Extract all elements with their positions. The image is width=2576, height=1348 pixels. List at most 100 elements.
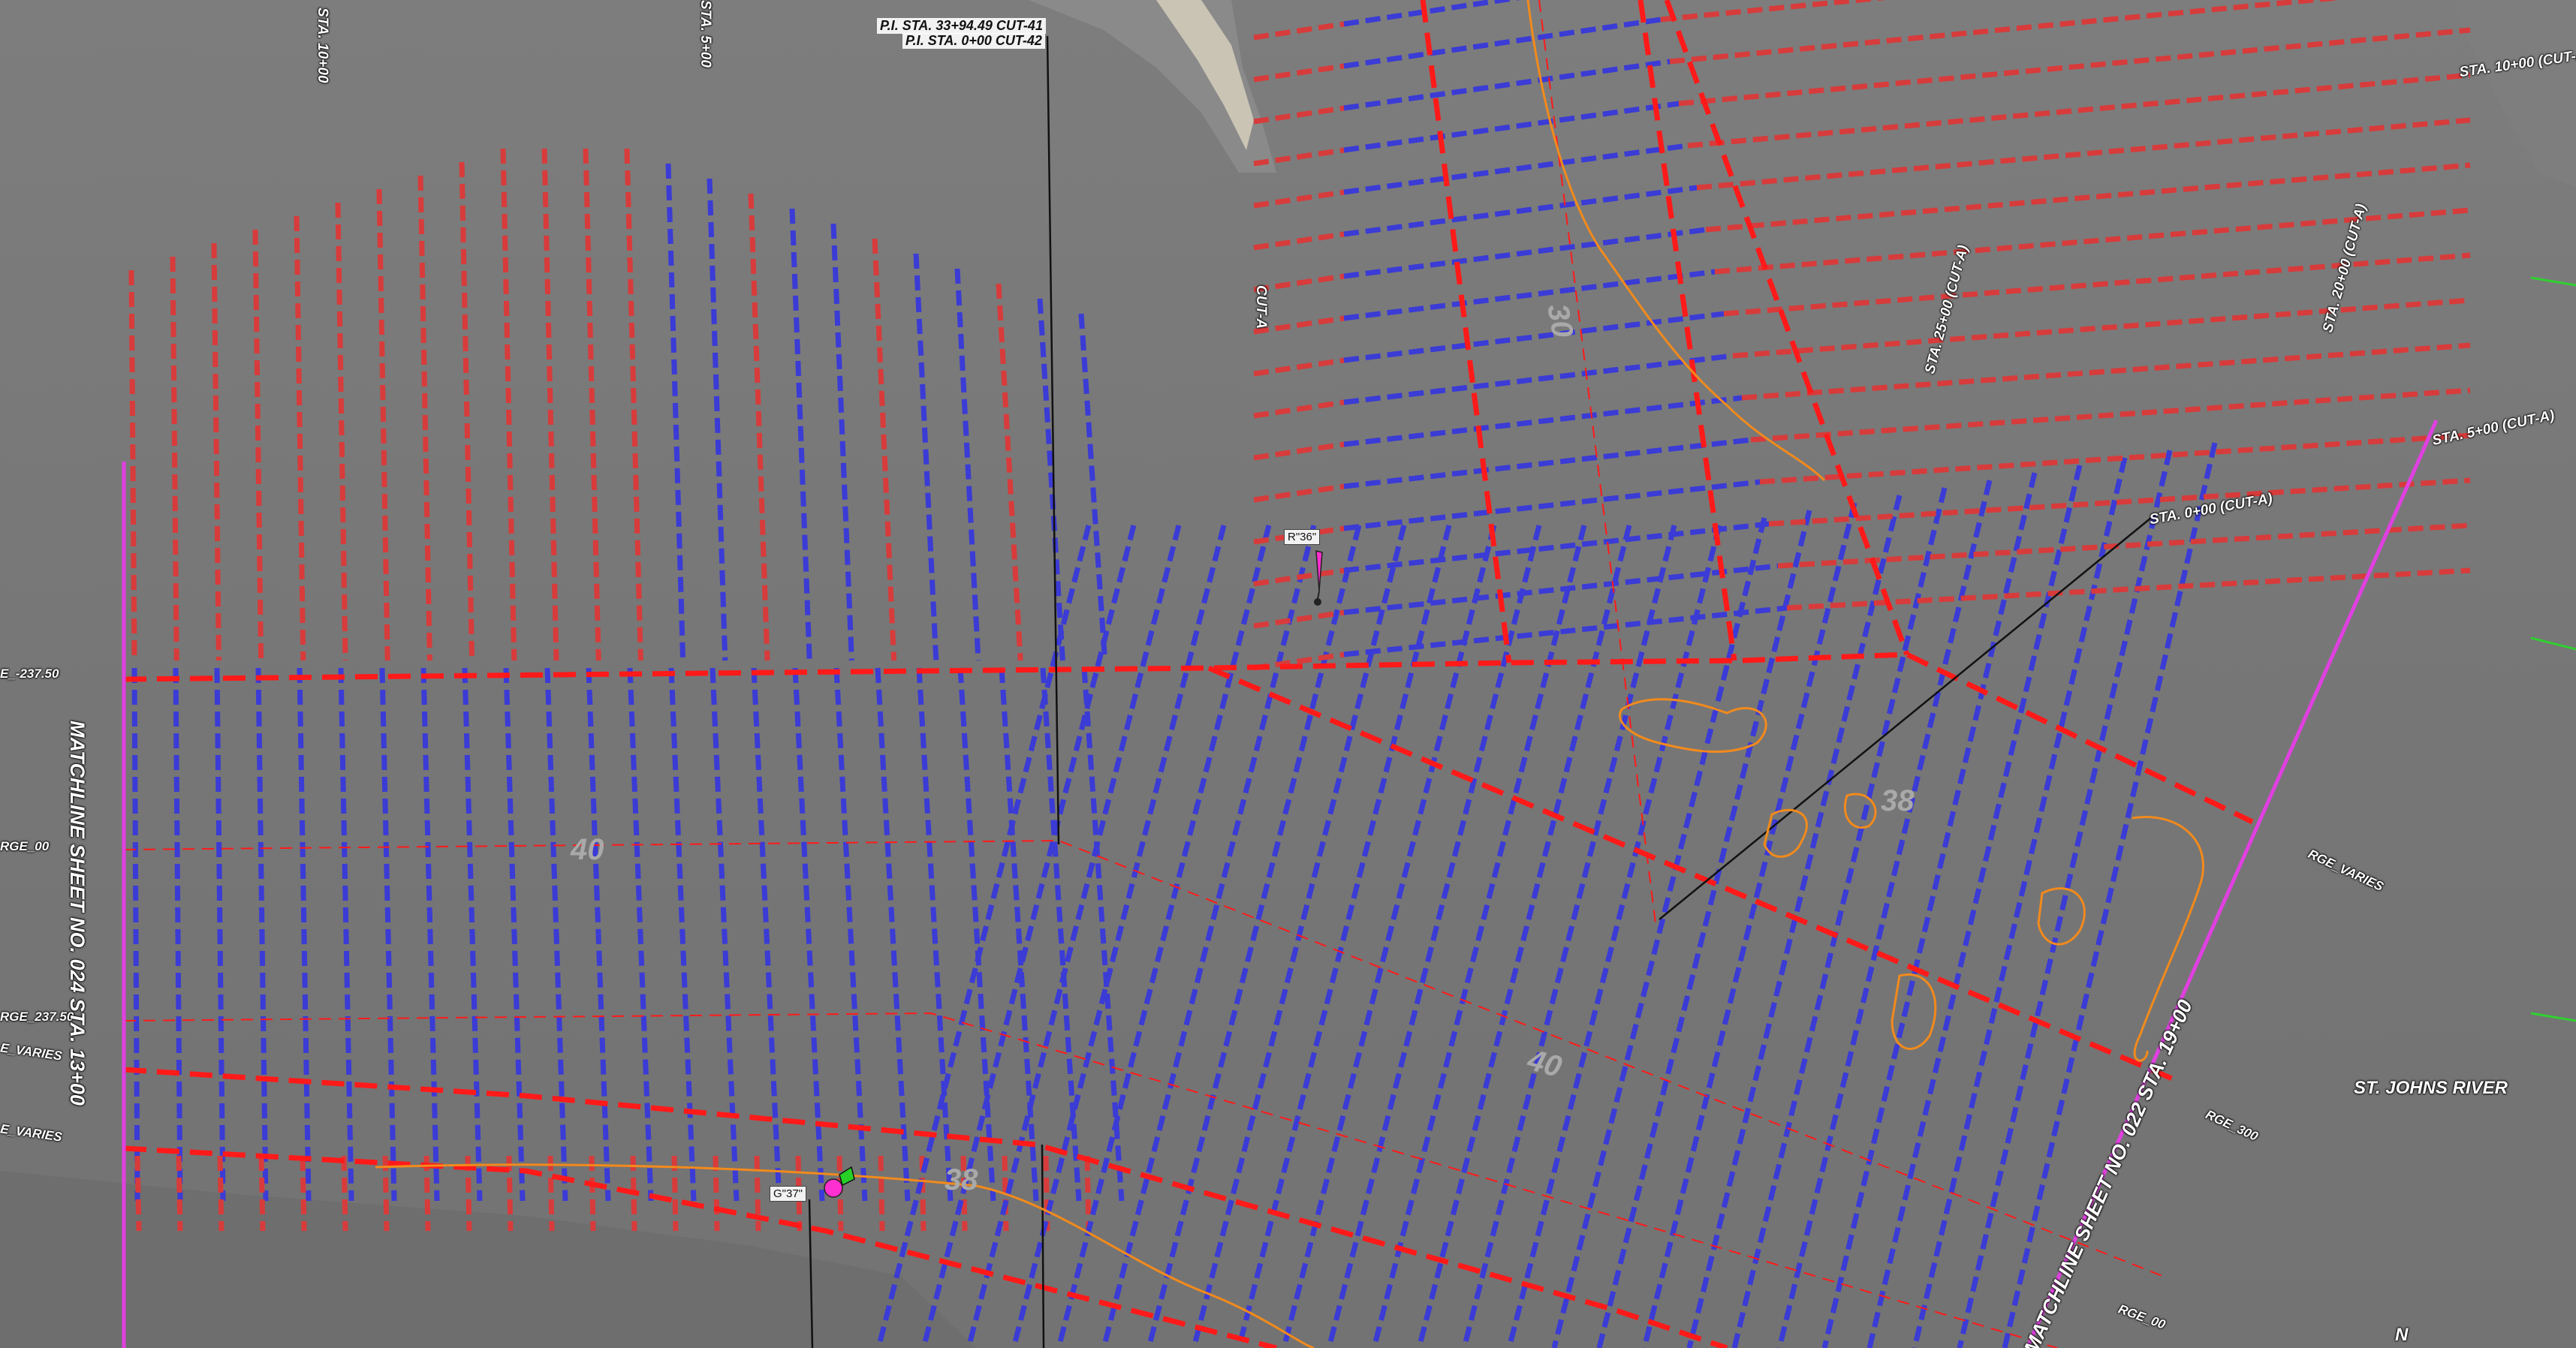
sounding-column-diagonal (1596, 510, 1812, 1348)
sounding-column-diagonal (1551, 517, 1767, 1348)
sounding-row-cut (1343, 0, 1521, 27)
buoy-g37-icon[interactable] (818, 1160, 863, 1205)
sounding-column-south (630, 1155, 637, 1232)
sounding-row-cut (1343, 269, 1716, 321)
centerline-south (123, 1012, 2058, 1348)
sounding-column-north (954, 268, 981, 661)
sounding-column-south (589, 1155, 596, 1232)
sounding-column-south (795, 1155, 803, 1232)
sounding-row-cut (1343, 101, 1680, 153)
sounding-row-cut (1343, 59, 1671, 111)
sounding-row-west (1253, 273, 1345, 293)
sounding-row-east (1786, 567, 2471, 611)
sounding-column-channel (462, 667, 483, 1202)
sounding-column-channel (379, 667, 397, 1202)
sounding-row-cut (1343, 143, 1689, 195)
sounding-column-north (1078, 313, 1108, 661)
sounding-row-west (1253, 483, 1345, 503)
sounding-column-channel (1081, 667, 1125, 1202)
sounding-row-east (1660, 0, 1887, 23)
sounding-row-cut (1343, 311, 1725, 363)
shoal-blob-4 (2037, 887, 2086, 946)
pi-label-2: P.I. STA. 0+00 CUT-42 (902, 33, 1045, 49)
sounding-column-south (134, 1155, 142, 1232)
sounding-column-north (624, 148, 643, 661)
sounding-column-north (294, 215, 306, 661)
sounding-column-diagonal (920, 525, 1137, 1348)
sounding-row-west (1253, 651, 1345, 671)
sounding-column-diagonal (1686, 495, 1903, 1348)
channel-limit-south-1 (123, 1067, 1728, 1348)
sounding-column-north (335, 202, 348, 661)
sounding-column-north (913, 253, 939, 661)
sounding-row-west (1253, 315, 1345, 335)
river-label: ST. JOHNS RIVER (2354, 1078, 2508, 1098)
sounding-column-north (996, 283, 1023, 661)
range-00-left: RGE_00 (0, 839, 50, 853)
sounding-column-north (376, 188, 390, 661)
sounding-column-south (547, 1155, 555, 1232)
sounding-column-channel (214, 667, 226, 1202)
sounding-column-channel (131, 667, 140, 1202)
shoal-blob-2 (1763, 808, 1808, 858)
edge-ticks (2531, 276, 2576, 1022)
sounding-column-south (836, 1155, 844, 1232)
sounding-column-north (541, 148, 559, 661)
sounding-column-channel (999, 667, 1039, 1202)
south-shore (0, 1171, 976, 1348)
contour-label-38-south: 38 (945, 1163, 978, 1196)
buoy-r36-label: R"36" (1284, 529, 1321, 545)
sounding-row-east (1687, 72, 2471, 149)
sounding-row-east (1723, 252, 2471, 317)
pi-label-1: P.I. STA. 33+94.49 CUT-41 (877, 18, 1046, 34)
sounding-column-south (341, 1155, 348, 1232)
sounding-row-east (1759, 432, 2471, 485)
sounding-column-diagonal (1957, 450, 2173, 1348)
shoal-contour-north (1526, 0, 1826, 482)
sounding-column-channel (1040, 667, 1082, 1202)
sounding-row-east (1714, 207, 2471, 275)
sounding-column-diagonal (966, 525, 1182, 1348)
sounding-column-channel (875, 667, 911, 1202)
sounding-row-west (1253, 189, 1345, 209)
channel-limit-south-2 (123, 1145, 1277, 1348)
sounding-column-north (170, 256, 179, 661)
sounding-row-west (1253, 357, 1345, 377)
cut-a-center-edge (1637, 0, 1737, 661)
sounding-column-north (252, 229, 264, 661)
sounding-column-diagonal (1776, 480, 1993, 1348)
sounding-row-east (1768, 477, 2471, 527)
sounding-column-channel (173, 667, 183, 1202)
buoy-r36-icon[interactable] (1303, 548, 1333, 615)
beach-sand (1156, 0, 1254, 150)
sounding-row-cut (1343, 521, 1770, 573)
sounding-column-south (754, 1155, 761, 1232)
sounding-column-channel (957, 667, 996, 1202)
sounding-row-west (1253, 441, 1345, 461)
sounding-column-north (417, 175, 432, 661)
sounding-column-diagonal (1461, 525, 1677, 1348)
sounding-column-diagonal (1056, 525, 1272, 1348)
sounding-column-channel (586, 667, 611, 1202)
sounding-column-diagonal (1731, 487, 1948, 1348)
sounding-column-south (1043, 1155, 1050, 1232)
sta-10-top-label: STA. 10+00 (315, 8, 330, 83)
sounding-column-channel (751, 667, 782, 1202)
sounding-row-east (1777, 522, 2471, 569)
sounding-column-north (583, 148, 601, 661)
sounding-column-channel (792, 667, 825, 1202)
sounding-row-cut (1343, 479, 1761, 531)
shoal-blob-3 (1843, 793, 1877, 829)
sounding-column-channel (420, 667, 440, 1202)
north-arrow: N (2395, 1325, 2409, 1345)
sounding-row-cut (1343, 563, 1779, 615)
sounding-column-diagonal (1821, 472, 2038, 1348)
sounding-column-channel (627, 667, 654, 1202)
sounding-column-south (1002, 1155, 1009, 1232)
northeast-shore (2448, 0, 2576, 188)
sounding-row-west (1253, 147, 1345, 167)
centerline-west (123, 839, 2163, 1277)
buoy-g37-label: G"37" (770, 1186, 807, 1202)
sounding-row-cut (1343, 227, 1707, 279)
